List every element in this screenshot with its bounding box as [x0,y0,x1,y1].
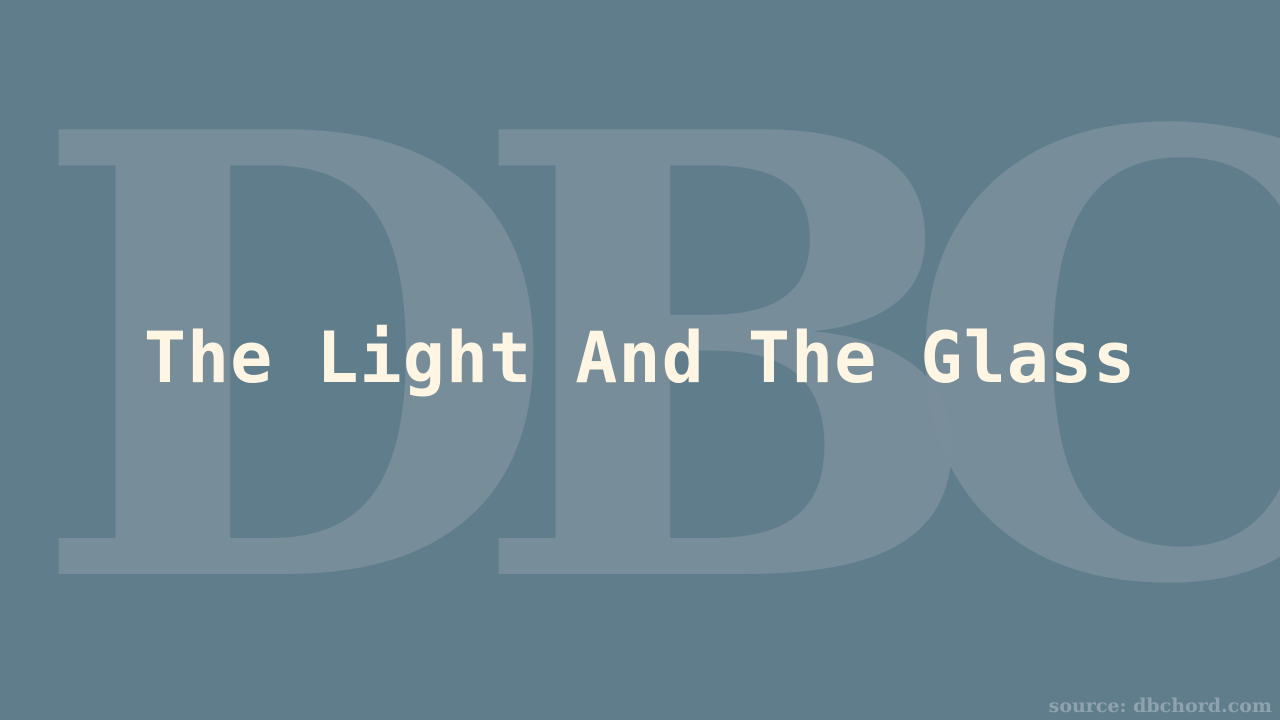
watermark-letter-d: D [30,1,559,718]
source-credit: source: dbchord.com [1048,695,1272,717]
song-title: The Light And The Glass [143,317,1137,399]
watermark-letter-c: C [900,1,1280,718]
watermark-letter-b: B [470,1,986,718]
